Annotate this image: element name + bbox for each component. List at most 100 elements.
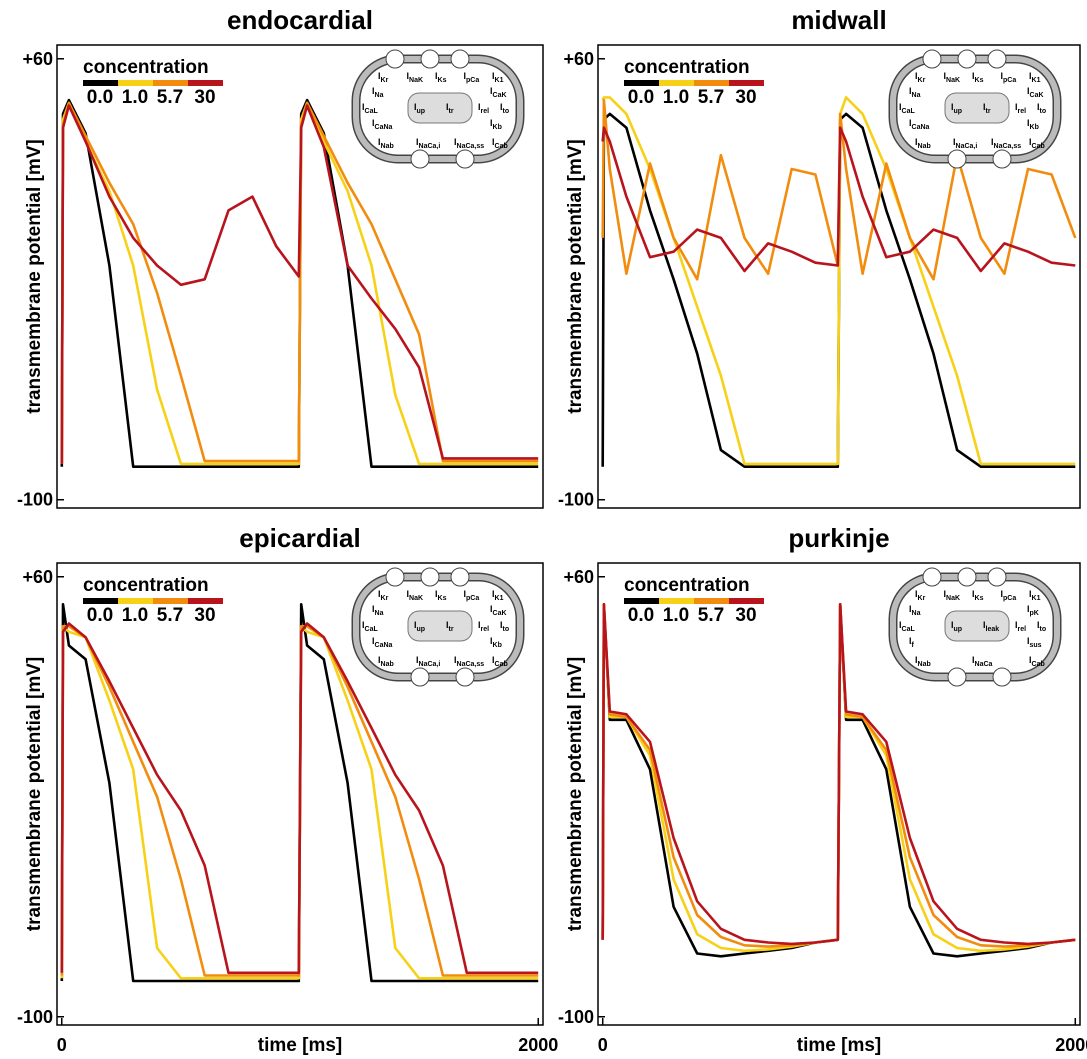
current-label: IKb: [490, 118, 502, 131]
current-label: Iup: [951, 102, 962, 115]
current-symbol: I: [407, 589, 410, 599]
current-symbol: I: [944, 589, 947, 599]
y-tick-label: +60: [22, 567, 53, 587]
pump: [992, 149, 1012, 169]
current-label: INab: [915, 655, 931, 668]
pump: [455, 149, 475, 169]
current-subscript: rel: [481, 626, 490, 633]
current-subscript: CaL: [902, 108, 916, 115]
legend-label: 0.0: [87, 87, 113, 108]
current-subscript: f: [912, 642, 915, 649]
legend-swatch: [694, 80, 729, 86]
current-label: Itr: [983, 102, 991, 115]
current-symbol: I: [414, 102, 417, 112]
trace: [60, 622, 539, 975]
current-subscript: K1: [495, 595, 504, 602]
current-label: Iup: [414, 102, 425, 115]
current-symbol: I: [1037, 102, 1040, 112]
pump: [987, 567, 1007, 587]
current-subscript: pCa: [1003, 595, 1016, 602]
current-subscript: pK: [1030, 610, 1039, 617]
current-subscript: Ks: [438, 595, 447, 602]
current-label: ICaNa: [372, 118, 393, 131]
current-label: ICab: [492, 137, 508, 150]
current-subscript: up: [954, 626, 963, 633]
current-label: ICaNa: [372, 636, 393, 649]
current-subscript: NaK: [946, 595, 960, 602]
current-symbol: I: [372, 118, 375, 128]
current-label: INaCa,i: [416, 655, 440, 668]
trace: [60, 101, 539, 464]
legend-swatch: [153, 598, 188, 604]
current-symbol: I: [953, 137, 956, 147]
y-axis-label: transmembrane potential [mV]: [565, 139, 586, 414]
legend-title: concentration: [624, 575, 750, 596]
current-subscript: CaNa: [912, 124, 930, 131]
current-symbol: I: [983, 102, 986, 112]
legend-label: 30: [735, 605, 756, 626]
legend-label: 30: [194, 87, 215, 108]
pump: [385, 567, 405, 587]
pump: [922, 567, 942, 587]
current-subscript: NaCa,ss: [457, 143, 485, 150]
current-symbol: I: [983, 620, 986, 630]
y-axis-label: transmembrane potential [mV]: [565, 657, 586, 932]
current-label: INaCa,i: [416, 137, 440, 150]
current-subscript: CaL: [902, 626, 916, 633]
current-label: INaCa,ss: [454, 137, 484, 150]
current-symbol: I: [500, 620, 503, 630]
current-subscript: to: [1040, 626, 1047, 633]
legend-label: 30: [735, 87, 756, 108]
current-symbol: I: [416, 137, 419, 147]
current-label: Ito: [1037, 620, 1046, 633]
trace: [60, 625, 539, 977]
current-subscript: CaK: [1030, 92, 1044, 99]
current-label: IKs: [972, 71, 984, 84]
legend-swatch: [729, 598, 764, 604]
current-label: ICaK: [490, 86, 507, 99]
current-symbol: I: [1001, 589, 1004, 599]
current-symbol: I: [1027, 86, 1030, 96]
current-symbol: I: [435, 71, 438, 81]
current-label: Isus: [1027, 636, 1042, 649]
current-symbol: I: [1027, 604, 1030, 614]
current-symbol: I: [991, 137, 994, 147]
current-subscript: CaNa: [375, 124, 393, 131]
current-subscript: NaK: [946, 77, 960, 84]
plot-frame: [56, 562, 544, 1026]
current-symbol: I: [909, 636, 912, 646]
y-tick-label: +60: [563, 567, 594, 587]
current-symbol: I: [454, 655, 457, 665]
current-label: Iup: [951, 620, 962, 633]
current-label: INa: [372, 604, 384, 617]
current-symbol: I: [909, 604, 912, 614]
current-symbol: I: [899, 102, 902, 112]
current-symbol: I: [492, 655, 495, 665]
current-label: Iup: [414, 620, 425, 633]
current-subscript: up: [417, 108, 426, 115]
legend-swatch: [694, 598, 729, 604]
current-symbol: I: [490, 86, 493, 96]
y-axis-label: transmembrane potential [mV]: [24, 657, 45, 932]
current-subscript: Nab: [918, 661, 931, 668]
current-symbol: I: [416, 655, 419, 665]
legend-label: 1.0: [122, 605, 148, 626]
current-label: ICaL: [899, 620, 915, 633]
current-label: INab: [378, 655, 394, 668]
current-subscript: K1: [1032, 77, 1041, 84]
legend-label: 1.0: [122, 87, 148, 108]
current-label: INaK: [407, 71, 424, 84]
current-label: IKb: [1027, 118, 1039, 131]
trace: [60, 625, 539, 980]
current-subscript: K1: [495, 77, 504, 84]
current-symbol: I: [490, 118, 493, 128]
y-tick-label: -100: [558, 490, 594, 510]
current-label: ICaNa: [909, 118, 930, 131]
current-symbol: I: [909, 118, 912, 128]
current-subscript: Kr: [381, 595, 389, 602]
sarcoplasmic-reticulum: [407, 610, 473, 642]
current-label: IKs: [435, 589, 447, 602]
pump: [455, 667, 475, 687]
current-symbol: I: [1027, 118, 1030, 128]
